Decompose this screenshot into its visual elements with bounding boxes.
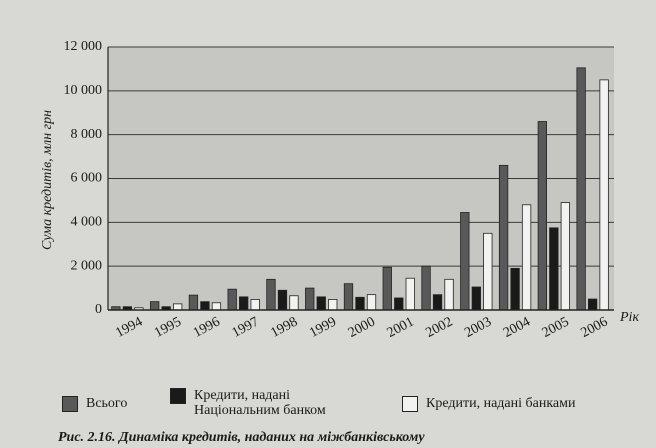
bar — [200, 301, 210, 311]
bar — [587, 298, 598, 311]
y-tick-label: 0 — [95, 302, 102, 317]
bar — [277, 289, 288, 311]
bar — [239, 296, 249, 311]
bar — [250, 299, 260, 311]
legend-swatch — [402, 396, 418, 412]
x-tick-label: 2004 — [501, 315, 533, 341]
legend-label: Кредити, надані Національним банком — [194, 388, 326, 418]
legend-item: Всього — [62, 396, 152, 412]
bar — [289, 295, 299, 311]
x-tick-label: 1994 — [113, 315, 145, 341]
bar — [460, 212, 470, 311]
caption: Рис. 2.16. Динаміка кредитів, наданих на… — [58, 430, 425, 445]
y-tick-label: 12 000 — [64, 39, 103, 54]
bar — [421, 265, 431, 311]
legend-label: Кредити, надані банками — [426, 396, 576, 411]
bar — [227, 288, 237, 311]
bar — [444, 278, 454, 311]
bar — [366, 294, 377, 311]
x-tick-label: 2006 — [579, 315, 611, 341]
x-tick-label: 2001 — [385, 315, 417, 341]
legend-swatch — [170, 388, 186, 404]
bar — [382, 266, 392, 311]
y-tick-label: 8 000 — [71, 127, 103, 142]
x-tick-label: 2005 — [540, 315, 572, 341]
x-tick-label: 2000 — [346, 315, 378, 341]
bar — [328, 299, 338, 311]
y-tick-label: 2 000 — [71, 258, 103, 273]
bar — [560, 202, 570, 311]
y-tick-label: 10 000 — [64, 83, 103, 98]
bar — [599, 79, 609, 311]
bar — [305, 287, 315, 311]
bar — [537, 121, 547, 311]
bar — [355, 296, 365, 311]
x-axis-label: Рік — [619, 310, 639, 325]
bar — [266, 278, 276, 311]
bar — [188, 294, 199, 311]
bar — [173, 303, 183, 311]
bar — [405, 277, 415, 311]
bar — [211, 302, 222, 311]
bar — [150, 301, 160, 311]
bar — [394, 297, 404, 311]
bar — [316, 296, 326, 311]
legend-label: Всього — [86, 396, 128, 411]
legend-item: Кредити, надані Національним банком — [170, 388, 370, 418]
legend-swatch — [62, 396, 78, 412]
x-tick-label: 1995 — [152, 315, 184, 341]
bar — [483, 232, 493, 311]
y-tick-label: 6 000 — [71, 171, 103, 186]
bar — [498, 164, 509, 311]
x-tick-label: 2003 — [462, 315, 494, 341]
bar — [576, 67, 586, 311]
bar — [510, 267, 520, 311]
x-tick-label: 1999 — [307, 315, 339, 341]
bar — [549, 227, 559, 311]
bar — [343, 283, 354, 311]
y-tick-label: 4 000 — [71, 215, 103, 230]
y-axis-label: Сума кредитів, млн грн — [40, 110, 55, 250]
x-tick-label: 1998 — [268, 315, 300, 341]
bar — [471, 286, 481, 311]
x-tick-label: 2002 — [424, 315, 456, 341]
bar — [521, 204, 532, 311]
x-tick-label: 1997 — [230, 315, 262, 341]
bar — [432, 294, 443, 311]
legend-item: Кредити, надані банками — [402, 396, 632, 412]
x-tick-label: 1996 — [191, 315, 223, 341]
